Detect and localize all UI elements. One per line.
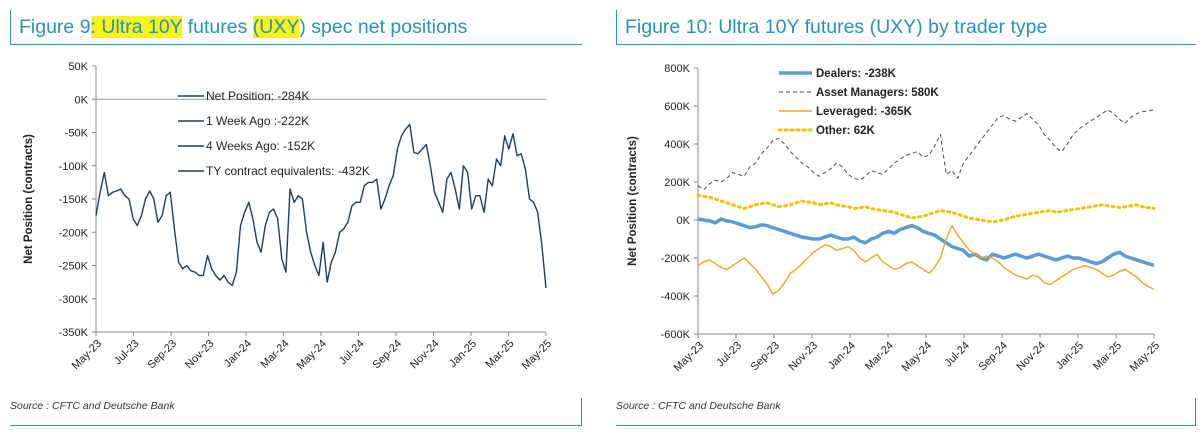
figure-10-y-tick-label: 800K: [664, 63, 690, 75]
figure-10-series-line-3: [697, 224, 1155, 295]
figure-10-title-bar: Figure 10: Ultra 10Y futures (UXY) by tr…: [616, 10, 1196, 45]
figure-10-panel: Figure 10: Ultra 10Y futures (UXY) by tr…: [606, 0, 1204, 436]
figure-9-legend-entry: Net Position: -284K: [206, 89, 309, 103]
figure-10-x-tick-label: Nov-24: [1015, 340, 1049, 374]
figure-9-x-tick-label: Sep-24: [371, 338, 405, 372]
figure-10-x-tick-label: Jul-23: [714, 340, 744, 370]
figure-9-x-tick-label: May-24: [295, 338, 329, 372]
figure-9-y-tick-label: -350K: [59, 327, 89, 339]
figure-10-x-tick-label: May-24: [900, 340, 934, 374]
figure-9-source-bar: Source : CFTC and Deutsche Bank: [10, 398, 582, 426]
figure-10-source: Source : CFTC and Deutsche Bank: [616, 400, 781, 412]
figure-9-y-axis-title: Net Position (contracts): [23, 134, 35, 264]
figure-9-y-tick-label: -250K: [59, 261, 89, 273]
figure-9-x-tick-label: Jul-23: [112, 338, 142, 368]
figure-9-y-tick-label: -300K: [59, 294, 89, 306]
figure-10-chart: 800K 600K 400K 200K 0K -200K -400K -600K Net Pos…: [627, 63, 1162, 374]
figure-9-title: Figure 9: Ultra 10Y futures (UXY) spec n…: [19, 16, 467, 39]
figure-9-source: Source : CFTC and Deutsche Bank: [10, 400, 175, 412]
figure-9-title-part-4: (UXY: [252, 16, 300, 38]
figure-9-legend-entry: 1 Week Ago :-222K: [206, 114, 309, 128]
figure-9-panel: Figure 9: Ultra 10Y futures (UXY) spec n…: [0, 0, 590, 436]
figure-9-title-part-3: futures: [182, 16, 253, 38]
figure-9-chart: 50K 0K -50K -100K -150K -200K -250K -300K -350K N…: [23, 61, 554, 372]
figure-10-source-bar: Source : CFTC and Deutsche Bank: [616, 398, 1196, 426]
figure-9-x-tick-label: Sep-23: [146, 338, 180, 372]
figure-9-y-tick-label: 0K: [75, 94, 89, 106]
figure-9-legend-entry: 4 Weeks Ago: -152K: [206, 139, 315, 153]
figure-10-y-tick-label: -200K: [661, 253, 691, 265]
figure-10-legend-entry: Other: 62K: [816, 125, 875, 137]
figure-9-x-tick-label: Nov-23: [183, 338, 217, 372]
figure-10-title-text: Figure 10: Ultra 10Y futures (UXY) by tr…: [625, 16, 1048, 38]
figure-9-y-tick-label: -150K: [59, 194, 89, 206]
figure-9-y-tick-label: -100K: [59, 161, 89, 173]
figure-9-x-tick-label: May-25: [520, 338, 554, 372]
figure-10-x-tick-label: Sep-23: [749, 340, 783, 374]
figure-10-series-line-4: [696, 193, 1156, 224]
figure-9-x-tick-label: Jan-25: [447, 338, 479, 370]
figure-10-title: Figure 10: Ultra 10Y futures (UXY) by tr…: [625, 16, 1047, 39]
figure-10-x-tick-label: May-23: [672, 340, 706, 374]
figure-10-legend-entry: Leveraged: -365K: [816, 106, 913, 118]
figure-10-legend-entry: Asset Managers: 580K: [816, 87, 939, 99]
figure-9-series-line-1: [95, 123, 547, 289]
figure-10-series-line-1: [697, 217, 1155, 267]
figure-10-y-tick-label: -600K: [661, 329, 691, 341]
figure-10-legend-entry: Dealers: -238K: [816, 68, 897, 80]
figure-9-x-tick-label: Nov-24: [408, 338, 442, 372]
figure-10-x-tick-label: Jan-25: [1054, 340, 1086, 372]
figure-9-x-tick-label: Mar-24: [258, 338, 291, 371]
figure-10-y-tick-label: 200K: [664, 177, 690, 189]
figure-10-x-tick-label: Jan-24: [826, 340, 858, 372]
figure-10-series-line-2: [697, 109, 1155, 191]
figure-9-y-tick-label: -200K: [59, 227, 89, 239]
figure-9-title-bar: Figure 9: Ultra 10Y futures (UXY) spec n…: [10, 10, 582, 45]
figure-10-x-tick-label: Mar-25: [1091, 340, 1124, 373]
figure-10-x-tick-label: May-25: [1128, 340, 1162, 374]
figure-9-title-part-5: ) spec net positions: [299, 16, 468, 38]
figure-9-legend-entry: TY contract equivalents: -432K: [206, 164, 370, 178]
figure-10-y-tick-label: 0K: [677, 215, 691, 227]
figure-9-y-tick-label: -50K: [65, 128, 89, 140]
figure-9-y-tick-label: 50K: [68, 61, 88, 73]
figure-9-x-tick-label: Mar-25: [483, 338, 516, 371]
figure-9-title-part-2: : Ultra 10Y: [90, 16, 183, 38]
figure-10-y-tick-label: 400K: [664, 139, 690, 151]
figure-10-y-tick-label: -400K: [661, 291, 691, 303]
figure-9-x-tick-label: May-23: [70, 338, 104, 372]
figure-9-x-tick-label: Jul-24: [337, 338, 367, 368]
figure-10-x-tick-label: Jul-24: [942, 340, 972, 370]
figure-10-x-tick-label: Sep-24: [977, 340, 1011, 374]
figure-9-x-tick-label: Jan-24: [222, 338, 254, 370]
figure-10-x-tick-label: Mar-24: [863, 340, 896, 373]
figure-9-title-part-1: Figure 9: [19, 16, 91, 38]
figure-10-y-tick-label: 600K: [664, 101, 690, 113]
figure-10-y-axis-title: Net Position (contracts): [627, 136, 639, 266]
figure-10-x-tick-label: Nov-23: [787, 340, 821, 374]
